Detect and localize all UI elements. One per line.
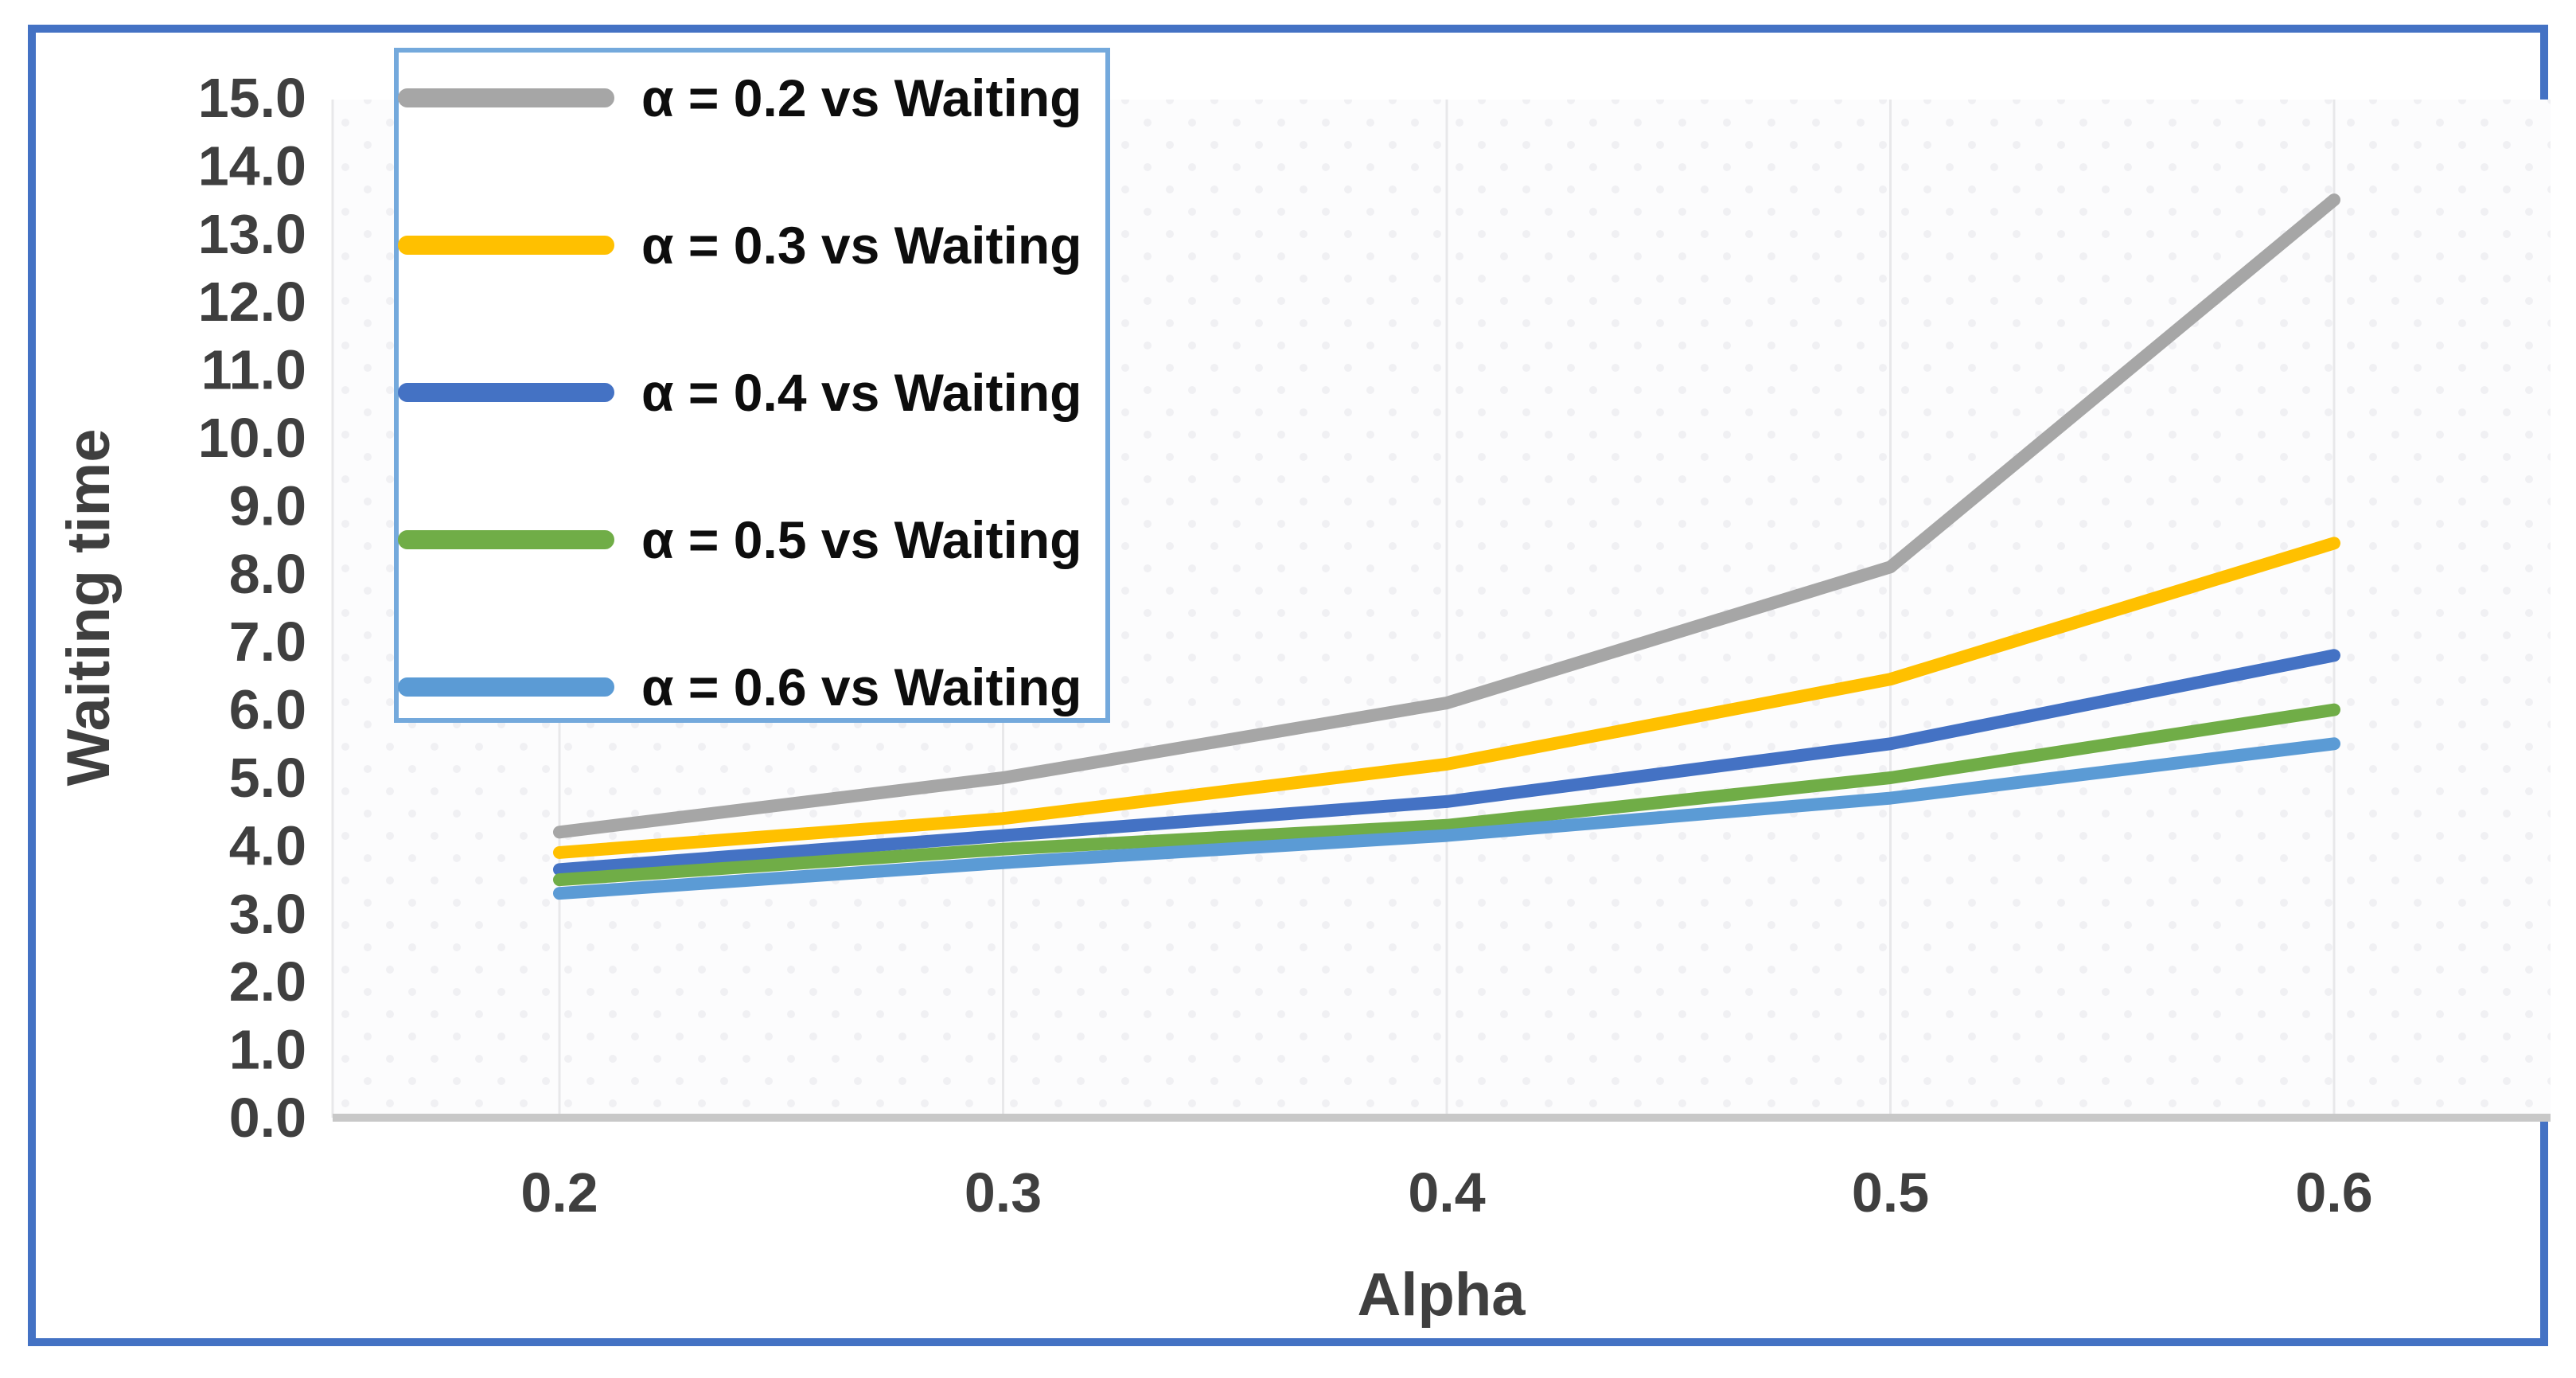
- y-tick-label: 15.0: [198, 67, 306, 129]
- y-tick-label: 14.0: [198, 135, 306, 197]
- x-tick-label: 0.2: [520, 1161, 598, 1224]
- x-axis-title: Alpha: [1357, 1261, 1526, 1329]
- y-tick-label: 12.0: [198, 271, 306, 333]
- legend-label: α = 0.2 vs Waiting: [641, 68, 1081, 127]
- y-tick-label: 13.0: [198, 203, 306, 265]
- series-line: [553, 193, 2340, 839]
- y-tick-label: 11.0: [201, 339, 306, 401]
- legend-entries: α = 0.2 vs Waiting α = 0.3 vs Waiting α = …: [398, 68, 1081, 716]
- x-tick-label: 0.6: [2295, 1161, 2372, 1224]
- series-line: [553, 737, 2340, 900]
- legend-item: α = 0.2 vs Waiting: [398, 68, 1081, 127]
- y-tick-label: 9.0: [229, 474, 306, 537]
- legend-item: α = 0.4 vs Waiting: [398, 363, 1081, 422]
- series-line: [553, 703, 2340, 887]
- legend-label: α = 0.4 vs Waiting: [641, 363, 1081, 422]
- legend: α = 0.2 vs Waiting α = 0.3 vs Waiting α = …: [394, 48, 1110, 723]
- y-axis-tick-labels: 0.01.02.03.0 4.05.06.07.08.09.010.011.012…: [198, 67, 306, 1149]
- x-tick-label: 0.3: [965, 1161, 1042, 1224]
- x-tick-label: 0.4: [1408, 1161, 1485, 1224]
- y-tick-label: 6.0: [229, 679, 306, 741]
- y-tick-label: 3.0: [229, 883, 306, 945]
- y-tick-label: 8.0: [229, 543, 306, 605]
- legend-item: α = 0.6 vs Waiting: [398, 658, 1081, 716]
- series-lines: [553, 193, 2340, 900]
- y-axis-title: Waiting time: [55, 429, 123, 787]
- legend-label: α = 0.6 vs Waiting: [641, 658, 1081, 716]
- y-tick-label: 7.0: [229, 611, 306, 673]
- legend-item: α = 0.3 vs Waiting: [398, 216, 1081, 275]
- legend-item: α = 0.5 vs Waiting: [398, 510, 1081, 569]
- legend-label: α = 0.5 vs Waiting: [641, 510, 1081, 569]
- y-tick-label: 5.0: [229, 747, 306, 809]
- y-tick-label: 4.0: [229, 814, 306, 876]
- y-tick-label: 10.0: [198, 407, 306, 469]
- y-tick-label: 0.0: [229, 1087, 306, 1149]
- y-tick-label: 2.0: [229, 951, 306, 1013]
- y-tick-label: 1.0: [229, 1019, 306, 1081]
- x-axis-tick-labels: 0.2 0.3 0.4 0.5 0.6: [520, 1161, 2372, 1224]
- series-line: [553, 537, 2340, 859]
- x-tick-label: 0.5: [1852, 1161, 1929, 1224]
- series-line: [553, 649, 2340, 876]
- legend-label: α = 0.3 vs Waiting: [641, 216, 1081, 275]
